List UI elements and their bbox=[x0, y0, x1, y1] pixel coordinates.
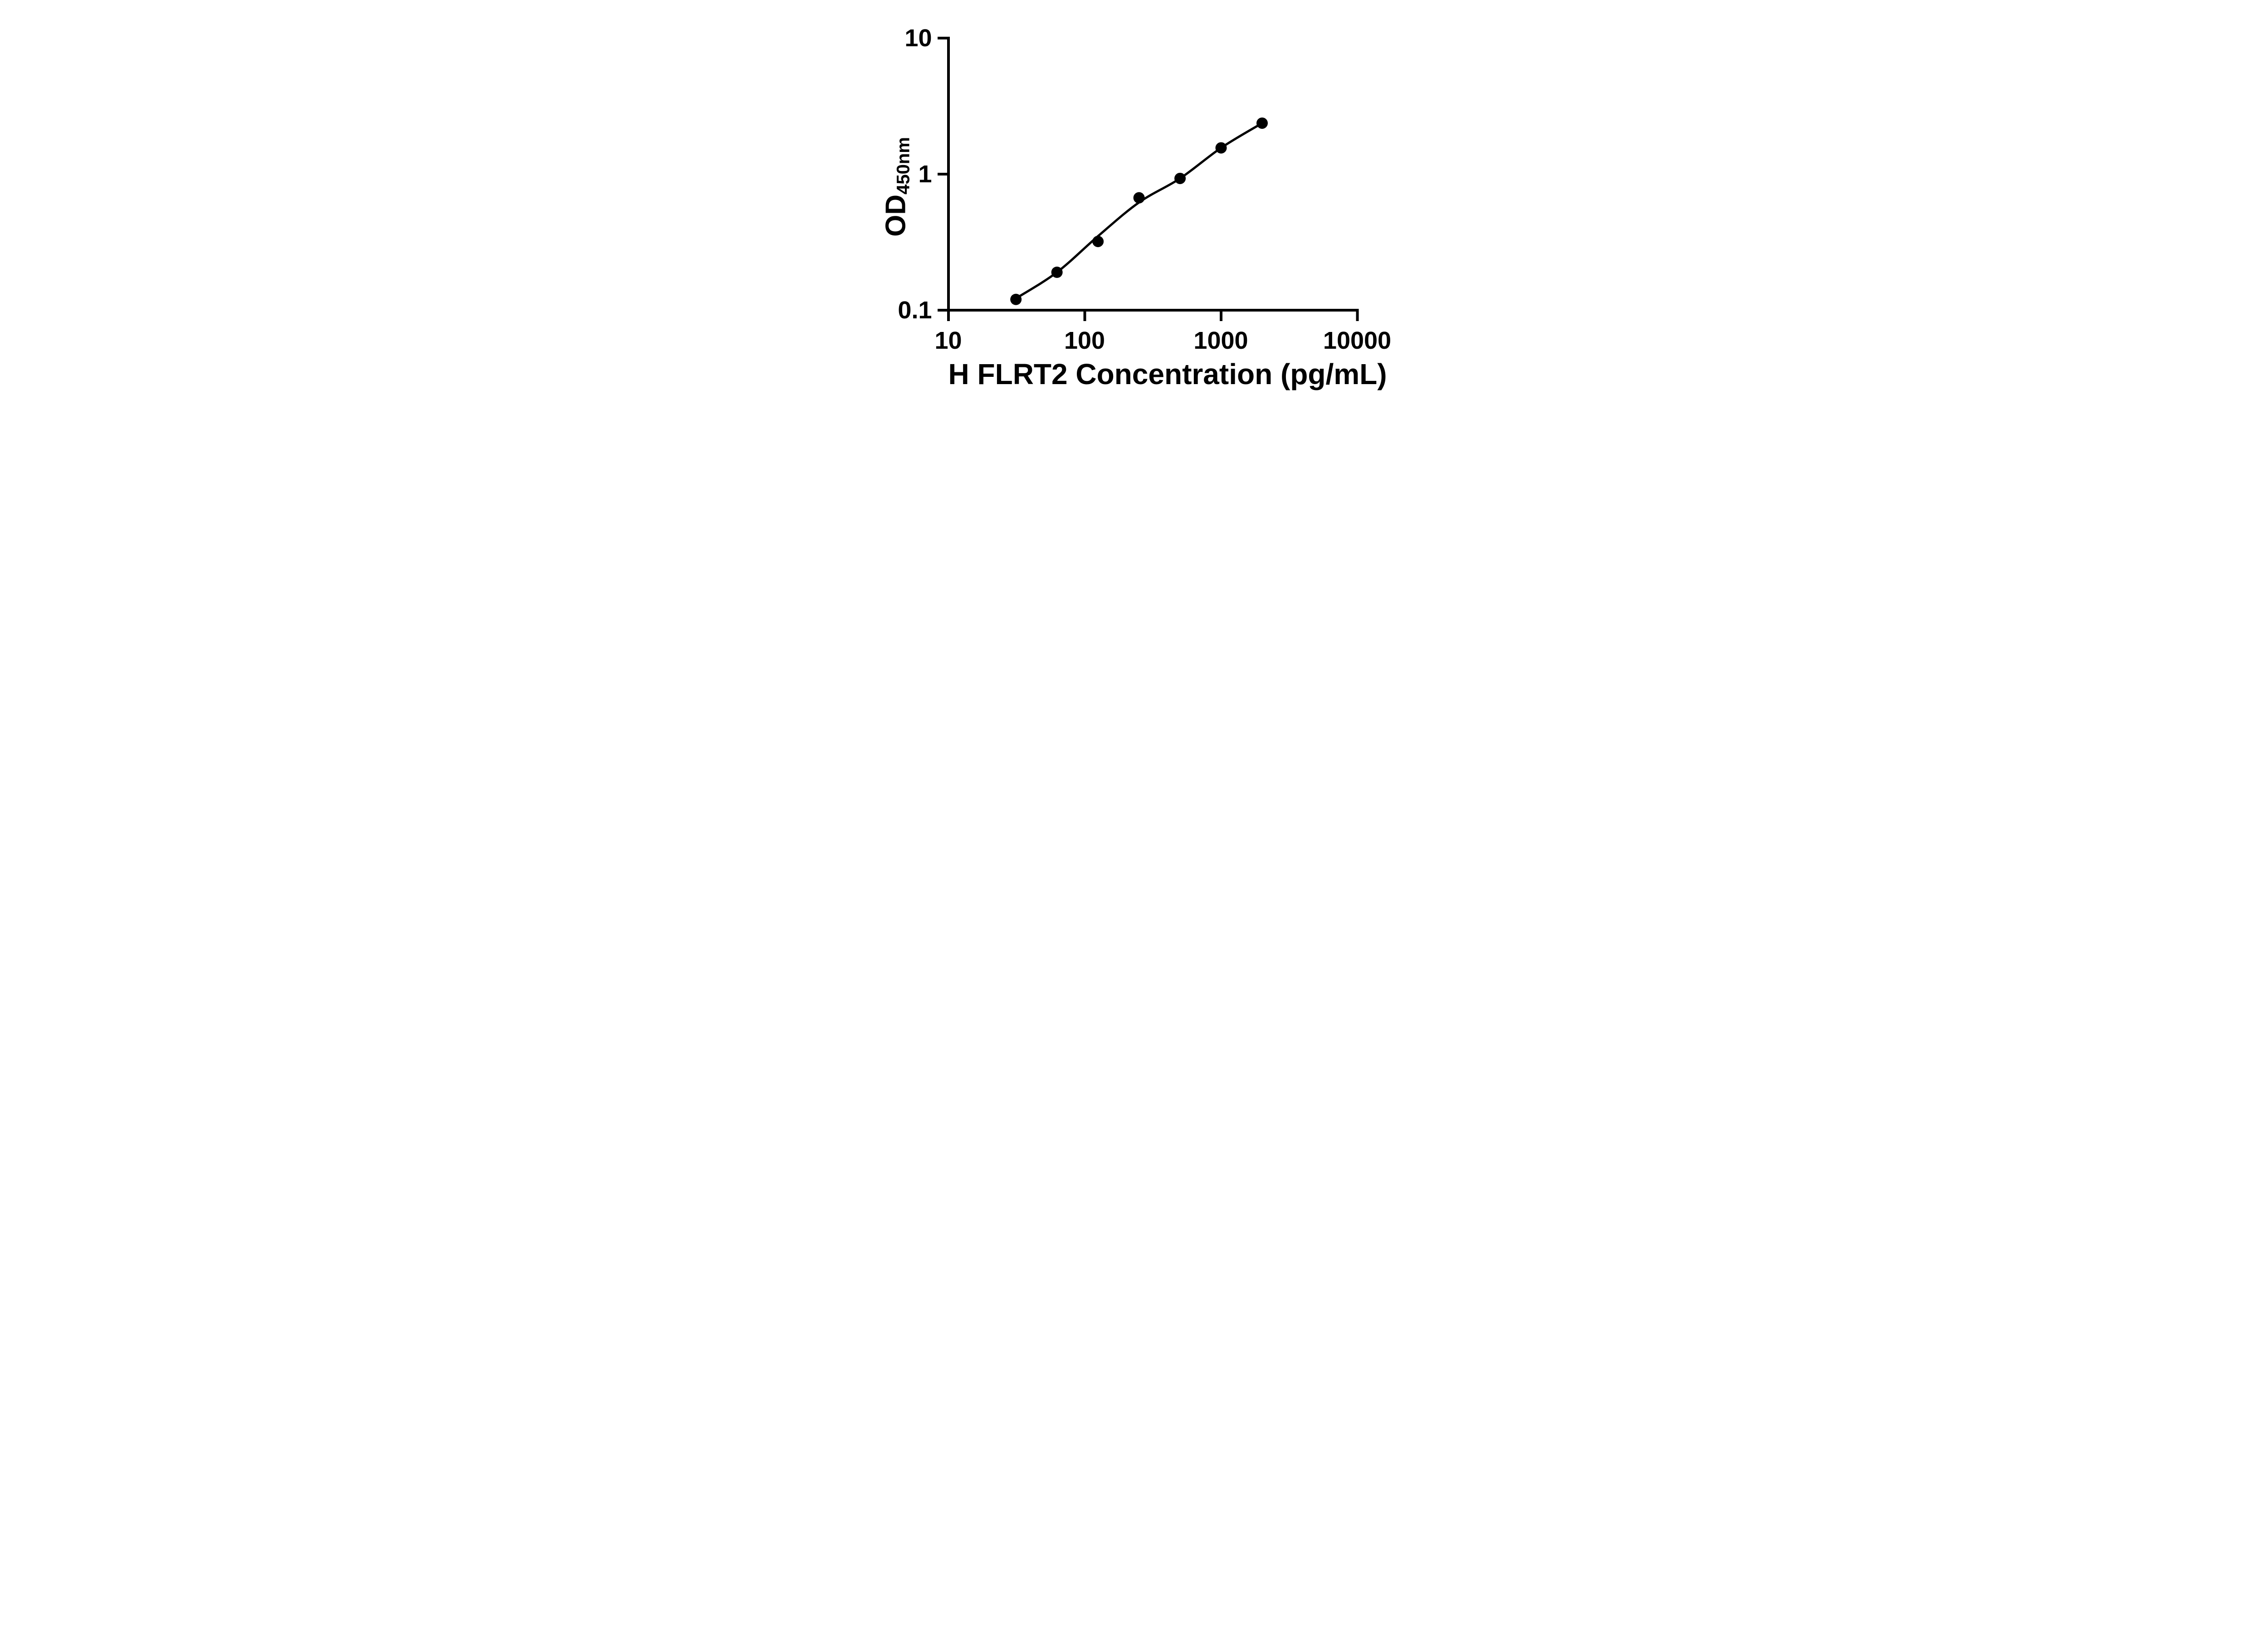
y-tick-label: 0.1 bbox=[898, 297, 932, 324]
elisa-standard-curve-figure: H FLRT2 Concentration (pg/mL) OD450nm 0.… bbox=[848, 0, 1420, 410]
data-point-marker bbox=[1133, 192, 1145, 204]
chart-canvas bbox=[937, 37, 1359, 321]
x-tick-label: 1000 bbox=[1193, 327, 1248, 354]
data-point-marker bbox=[1092, 235, 1104, 247]
x-tick-label: 10000 bbox=[1323, 327, 1392, 354]
data-point-marker bbox=[1174, 172, 1186, 184]
x-tick-label: 10 bbox=[934, 327, 962, 354]
x-tick-label: 100 bbox=[1064, 327, 1105, 354]
x-axis-title: H FLRT2 Concentration (pg/mL) bbox=[948, 358, 1387, 390]
y-tick-label: 10 bbox=[904, 24, 932, 52]
data-point-marker bbox=[1051, 266, 1063, 278]
y-axis-title-main: OD bbox=[880, 194, 911, 237]
data-point-marker bbox=[1010, 293, 1022, 305]
y-tick-label: 1 bbox=[918, 161, 932, 188]
data-point-marker bbox=[1215, 142, 1227, 154]
data-point-marker bbox=[1256, 117, 1268, 129]
